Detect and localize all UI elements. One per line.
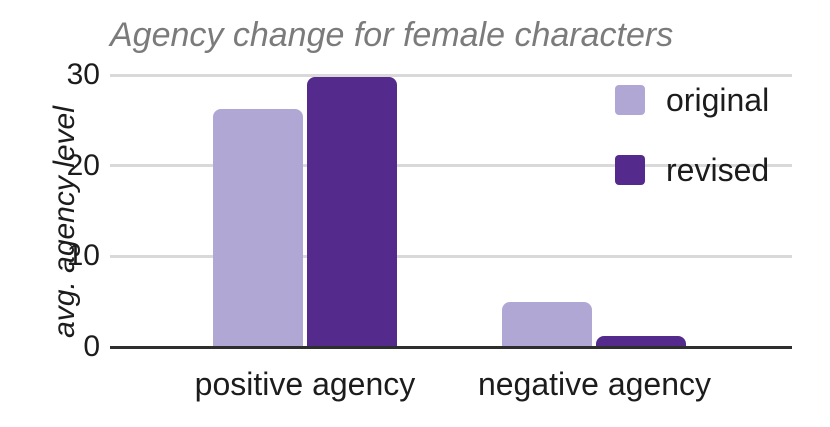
y-tick-label-10: 10 bbox=[66, 239, 100, 273]
bar-revised-positive-agency bbox=[306, 76, 397, 347]
legend-swatch-revised bbox=[615, 155, 645, 185]
bar-original-positive-agency bbox=[212, 109, 303, 347]
legend: original revised bbox=[615, 82, 770, 225]
gridline-20 bbox=[110, 164, 792, 168]
y-tick-label-20: 20 bbox=[66, 148, 100, 182]
x-axis-line bbox=[110, 345, 792, 349]
bar-revised-negative-agency bbox=[596, 336, 687, 347]
legend-swatch-original bbox=[615, 85, 645, 115]
y-tick-label-30: 30 bbox=[66, 58, 100, 91]
gridline-30 bbox=[110, 73, 792, 77]
x-axis-label-positive-agency: positive agency bbox=[194, 366, 416, 402]
legend-label-revised: revised bbox=[666, 152, 770, 188]
plot-area bbox=[110, 73, 792, 347]
x-axis-label-negative-agency: negative agency bbox=[477, 366, 712, 402]
y-axis-title: avg. agency level bbox=[48, 106, 81, 338]
chart-title: Agency change for female characters bbox=[110, 16, 674, 54]
legend-item-original: original bbox=[615, 82, 770, 118]
legend-label-original: original bbox=[666, 82, 770, 118]
legend-item-revised: revised bbox=[615, 152, 770, 188]
y-tick-label-0: 0 bbox=[83, 330, 100, 363]
bar-original-negative-agency bbox=[502, 301, 593, 347]
gridline-10 bbox=[110, 254, 792, 258]
